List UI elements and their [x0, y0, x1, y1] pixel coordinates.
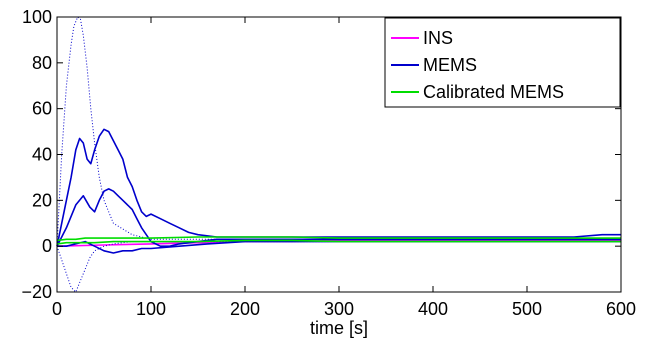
legend-items: INS MEMS Calibrated MEMS: [391, 28, 564, 102]
x-tick-label: 300: [324, 299, 354, 319]
x-tick-label: 500: [512, 299, 542, 319]
y-tick-label: 40: [32, 145, 52, 165]
x-tick-label: 600: [606, 299, 636, 319]
x-tick-label: 0: [52, 299, 62, 319]
y-tick-label: 100: [22, 7, 52, 27]
x-tick-label: 100: [136, 299, 166, 319]
series-line-6: [56, 236, 621, 242]
series-line-4: [56, 16, 621, 247]
legend-label: MEMS: [423, 55, 477, 75]
x-tick-label: 400: [418, 299, 448, 319]
x-tick-label: 200: [230, 299, 260, 319]
legend-label: INS: [423, 28, 453, 48]
series-line-7: [56, 239, 621, 245]
y-tick-label: 80: [32, 53, 52, 73]
legend-box: [384, 17, 621, 108]
series-layer: [56, 16, 621, 293]
legend-label: Calibrated MEMS: [423, 82, 564, 102]
legend: INS MEMS Calibrated MEMS: [384, 17, 621, 108]
y-tick-label: 0: [42, 236, 52, 256]
y-tick-label: −20: [21, 282, 52, 302]
x-axis-title: time [s]: [310, 318, 368, 338]
series-line-1: [56, 128, 621, 247]
y-tick-label: 60: [32, 99, 52, 119]
series-line-3: [57, 240, 621, 254]
series-line-0: [56, 239, 621, 247]
y-tick-label: 20: [32, 190, 52, 210]
